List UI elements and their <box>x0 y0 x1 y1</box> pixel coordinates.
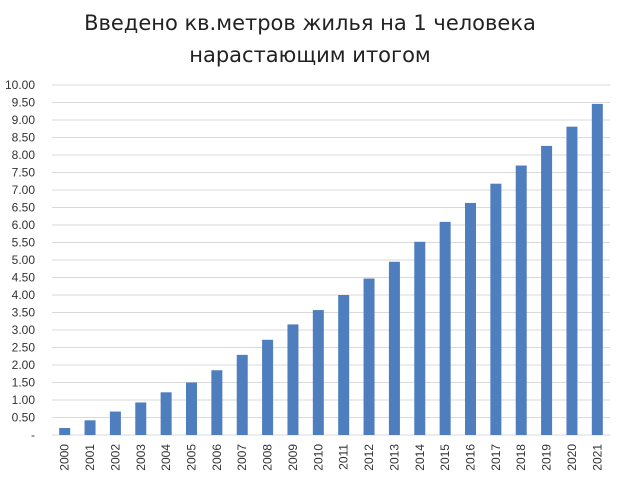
x-tick-label: 2019 <box>540 444 554 471</box>
x-tick-label: 2018 <box>514 444 528 471</box>
bar-2010 <box>312 310 324 435</box>
y-tick-label: 5.50 <box>12 236 36 250</box>
bar-2013 <box>388 261 400 435</box>
bar-2002 <box>109 411 121 435</box>
y-tick-label: 4.00 <box>12 288 36 302</box>
y-tick-label: 3.00 <box>12 323 36 337</box>
y-tick-label: 2.00 <box>12 358 36 372</box>
y-tick-label: 5.00 <box>12 253 36 267</box>
y-tick-label: 9.00 <box>12 113 36 127</box>
x-tick-label: 2020 <box>565 444 579 471</box>
bar-2020 <box>566 126 578 436</box>
x-tick-label: 2011 <box>337 444 351 470</box>
x-tick-label: 2014 <box>413 444 427 471</box>
y-tick-label: 10.00 <box>5 78 35 92</box>
x-tick-label: 2001 <box>83 444 97 471</box>
y-tick-label: 7.00 <box>12 183 36 197</box>
y-tick-label: - <box>31 428 35 442</box>
x-tick-label: 2013 <box>387 444 401 471</box>
bar-2009 <box>287 324 299 435</box>
bar-2006 <box>211 370 223 435</box>
y-tick-label: 6.50 <box>12 201 36 215</box>
x-tick-label: 2017 <box>489 444 503 471</box>
y-tick-label: 4.50 <box>12 271 36 285</box>
x-tick-label: 2005 <box>185 444 199 471</box>
y-tick-label: 8.00 <box>12 148 36 162</box>
bar-2005 <box>186 382 197 435</box>
x-tick-label: 2015 <box>438 444 452 471</box>
bar-2004 <box>160 392 172 435</box>
bar-2011 <box>338 295 350 435</box>
x-tick-label: 2000 <box>58 444 72 471</box>
x-tick-label: 2012 <box>362 444 376 471</box>
y-tick-label: 2.50 <box>12 341 36 355</box>
y-tick-label: 1.50 <box>12 376 36 390</box>
bar-2017 <box>490 183 502 435</box>
x-tick-label: 2007 <box>235 444 249 471</box>
x-tick-label: 2010 <box>311 444 325 471</box>
x-axis-ticks: 2000 2001 2002 2003 2004 2005 2006 2007 2008 2009… <box>58 444 605 471</box>
bar-2021 <box>591 103 603 436</box>
bar-2007 <box>236 354 248 435</box>
y-tick-label: 6.00 <box>12 218 36 232</box>
bar-2019 <box>541 145 553 435</box>
bar-2001 <box>84 420 96 435</box>
bar-2015 <box>439 221 451 435</box>
x-tick-label: 2008 <box>261 444 275 471</box>
y-tick-label: 3.50 <box>12 306 36 320</box>
x-tick-label: 2004 <box>159 444 173 471</box>
bar-2014 <box>414 241 426 435</box>
bars <box>59 103 603 436</box>
y-tick-label: 7.50 <box>12 166 36 180</box>
y-axis-ticks: - 0.50 1.00 1.50 2.00 2.50 3.00 3.50 4.00 4.50 5.0… <box>5 78 35 442</box>
y-tick-label: 1.00 <box>12 393 36 407</box>
bar-2016 <box>465 202 476 435</box>
y-tick-label: 0.50 <box>12 411 36 425</box>
chart-title-line-2: нарастающим итогом <box>189 43 431 67</box>
x-tick-label: 2006 <box>210 444 224 471</box>
bar-2008 <box>262 339 274 435</box>
y-tick-label: 8.50 <box>12 131 36 145</box>
x-tick-label: 2003 <box>134 444 148 471</box>
bar-2000 <box>59 428 71 435</box>
x-tick-label: 2002 <box>108 444 122 471</box>
x-tick-label: 2009 <box>286 444 300 471</box>
chart-title-line-1: Введено кв.метров жилья на 1 человека <box>84 11 536 35</box>
bar-2012 <box>363 278 375 435</box>
bar-2003 <box>135 402 147 435</box>
x-tick-label: 2021 <box>590 444 604 471</box>
y-tick-label: 9.50 <box>12 96 36 110</box>
x-tick-label: 2016 <box>464 444 478 471</box>
bar-2018 <box>515 165 527 435</box>
